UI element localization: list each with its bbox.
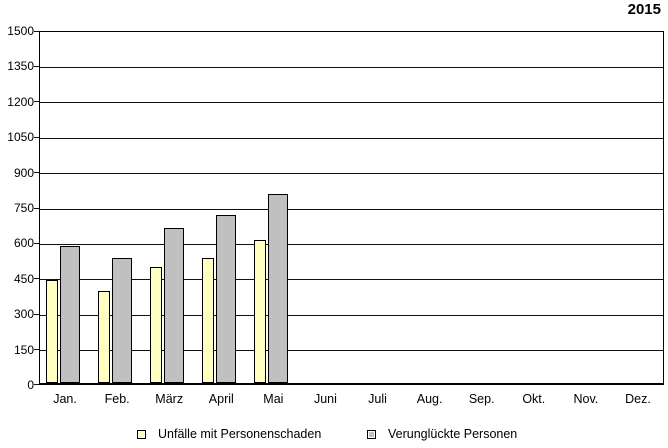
x-tick-label-okt: Okt.: [522, 392, 546, 406]
y-tick-label-150: 150: [13, 342, 34, 357]
chart-title-year: 2015: [627, 1, 661, 18]
y-axis-tick-1350: [34, 65, 39, 67]
x-tick-label-jan: Jan.: [53, 392, 77, 406]
gridline-300: [40, 314, 663, 316]
gridline-900: [40, 173, 663, 175]
gridline-1350: [40, 66, 663, 68]
y-axis-tick-0: [34, 383, 39, 385]
legend-entry-accidents: Unfälle mit Personenschaden: [137, 427, 321, 441]
y-axis: 0 150 300 450 600 750 900 1050 1200 1350 1500: [0, 24, 34, 392]
x-tick-label-april: April: [208, 392, 234, 406]
x-tick-label-märz: März: [155, 392, 184, 406]
bar-casualties-april: [216, 215, 237, 383]
y-axis-tick-1500: [34, 31, 39, 32]
x-tick-label-nov: Nov.: [573, 392, 599, 406]
y-tick-label-1350: 1350: [7, 59, 34, 74]
y-axis-tick-750: [34, 207, 39, 209]
bar-accidents-feb: [98, 291, 111, 383]
y-axis-tick-300: [34, 313, 39, 315]
legend: Unfälle mit Personenschaden Verunglückte…: [0, 427, 668, 445]
x-axis: Jan. Feb. März April Mai Juni Juli Aug. Sep. Okt.…: [39, 391, 664, 407]
plot-area: [39, 31, 664, 385]
y-tick-label-750: 750: [13, 201, 34, 215]
bar-accidents-märz: [150, 267, 163, 383]
gridline-450: [40, 279, 663, 281]
y-axis-tick-1200: [34, 101, 39, 103]
bar-accidents-mai: [254, 240, 267, 383]
legend-entry-casualties: Verunglückte Personen: [367, 427, 517, 441]
y-tick-label-1500: 1500: [7, 24, 34, 38]
y-axis-tick-1050: [34, 136, 39, 138]
x-tick-label-juni: Juni: [313, 392, 337, 406]
bar-accidents-april: [202, 258, 215, 383]
x-tick-label-feb: Feb.: [104, 392, 130, 406]
x-tick-label-juli: Juli: [368, 392, 387, 406]
y-axis-tick-150: [34, 349, 39, 351]
gridline-750: [40, 208, 663, 210]
x-tick-label-sep: Sep.: [468, 392, 495, 406]
legend-marker-casualties-icon: [367, 429, 376, 439]
y-tick-label-600: 600: [13, 236, 34, 251]
bar-casualties-märz: [164, 228, 185, 383]
gridline-150: [40, 350, 663, 352]
x-tick-label-aug: Aug.: [416, 392, 443, 406]
x-tick-label-dez: Dez.: [625, 392, 651, 406]
bar-casualties-jan: [60, 246, 80, 383]
y-axis-tick-450: [34, 278, 39, 280]
bar-casualties-mai: [268, 194, 289, 383]
y-tick-label-1200: 1200: [7, 94, 34, 109]
legend-label-casualties: Verunglückte Personen: [388, 427, 518, 441]
y-tick-label-1050: 1050: [7, 130, 34, 145]
y-tick-label-300: 300: [13, 307, 34, 322]
bar-casualties-feb: [112, 258, 133, 383]
y-axis-tick-600: [34, 242, 39, 244]
gridline-600: [40, 243, 663, 245]
legend-label-accidents: Unfälle mit Personenschaden: [158, 427, 322, 441]
y-tick-label-0: 0: [27, 378, 34, 392]
bar-accidents-jan: [46, 280, 58, 383]
y-axis-tick-900: [34, 172, 39, 174]
y-tick-label-900: 900: [13, 165, 34, 180]
x-tick-label-mai: Mai: [263, 392, 284, 406]
gridline-1200: [40, 102, 663, 104]
gridline-1050: [40, 137, 663, 139]
legend-marker-accidents-icon: [137, 429, 146, 439]
y-tick-label-450: 450: [13, 271, 34, 286]
